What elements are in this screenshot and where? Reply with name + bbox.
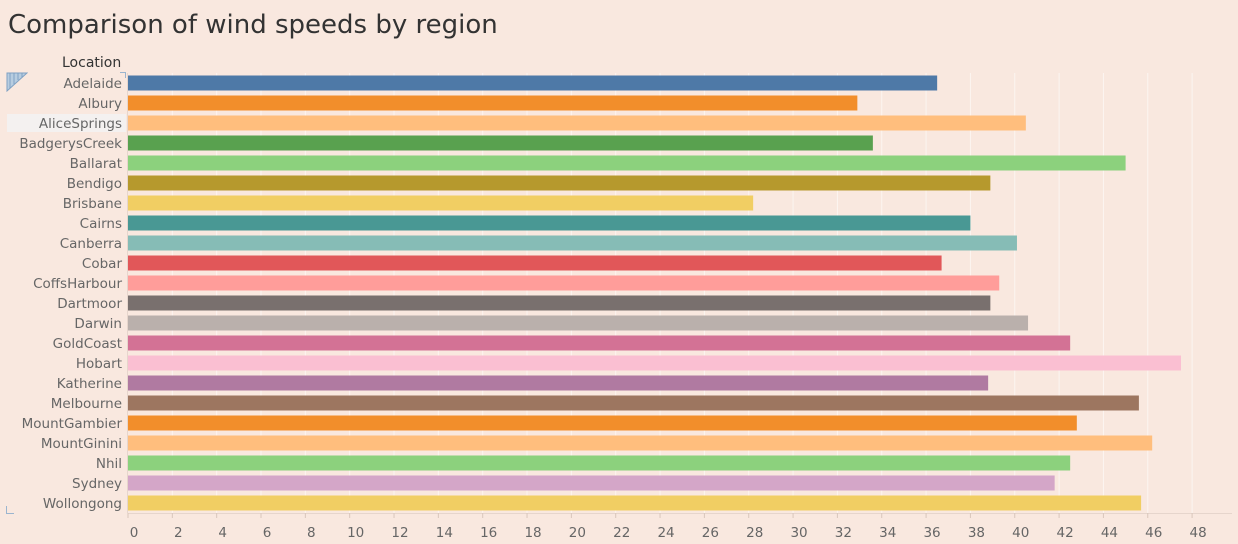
x-axis: 0 2 4 6 8 10 12 14 16 18 20 22 24 26 28 30 32 34 36 38 40 42 4… [127, 73, 1232, 541]
bar-ballarat[interactable] [128, 155, 1126, 171]
category-label[interactable]: Nhil [96, 456, 122, 472]
category-label[interactable]: Brisbane [63, 196, 122, 212]
x-tick-label: 8 [307, 525, 316, 541]
bar-cairns[interactable] [128, 215, 971, 231]
category-label[interactable]: Bendigo [67, 176, 122, 192]
x-tick-label: 26 [702, 525, 719, 541]
x-tick-label: 44 [1101, 525, 1118, 541]
category-label[interactable]: Albury [78, 96, 122, 112]
x-tick-label: 6 [263, 525, 272, 541]
bar-mountgambier[interactable] [128, 415, 1077, 431]
bar-cobar[interactable] [128, 255, 942, 271]
bar-goldcoast[interactable] [128, 335, 1071, 351]
category-label[interactable]: Katherine [57, 376, 122, 392]
x-tick-label: 22 [613, 525, 630, 541]
bar-sydney[interactable] [128, 475, 1055, 491]
sort-icon[interactable] [6, 72, 28, 92]
x-tick-label: 0 [130, 525, 139, 541]
category-label[interactable]: Adelaide [63, 76, 122, 92]
selected-label-highlight [7, 114, 126, 132]
bar-adelaide[interactable] [128, 75, 938, 91]
category-label[interactable]: Wollongong [43, 496, 122, 512]
bar-nhil[interactable] [128, 455, 1071, 471]
chart-title: Comparison of wind speeds by region [8, 10, 498, 40]
category-label[interactable]: Darwin [74, 316, 122, 332]
x-tick-label: 12 [391, 525, 408, 541]
category-label[interactable]: CoffsHarbour [33, 276, 122, 292]
selection-corner-top [120, 72, 126, 78]
x-tick-label: 14 [436, 525, 453, 541]
category-labels: Adelaide Albury AliceSprings BadgerysCreek B… [7, 76, 126, 512]
x-tick-label: 38 [968, 525, 985, 541]
category-label[interactable]: BadgerysCreek [19, 136, 122, 152]
x-tick-label: 28 [746, 525, 763, 541]
category-label[interactable]: Sydney [72, 476, 122, 492]
bar-albury[interactable] [128, 95, 858, 111]
x-tick-label: 18 [524, 525, 541, 541]
x-tick-label: 46 [1145, 525, 1162, 541]
bar-hobart[interactable] [128, 355, 1182, 371]
bar-mountginini[interactable] [128, 435, 1153, 451]
x-tick-label: 42 [1056, 525, 1073, 541]
category-label[interactable]: Dartmoor [57, 296, 122, 312]
x-tick-label: 20 [569, 525, 586, 541]
x-tick-label: 4 [218, 525, 227, 541]
bar-coffsharbour[interactable] [128, 275, 1000, 291]
bar-wollongong[interactable] [128, 495, 1142, 511]
x-tick-label: 34 [879, 525, 896, 541]
category-label[interactable]: Cobar [82, 256, 123, 272]
category-label[interactable]: Canberra [60, 236, 122, 252]
bars [128, 75, 1182, 511]
bar-melbourne[interactable] [128, 395, 1139, 411]
bar-canberra[interactable] [128, 235, 1017, 251]
category-label[interactable]: Hobart [76, 356, 122, 372]
x-tick-label: 32 [835, 525, 852, 541]
bar-darwin[interactable] [128, 315, 1029, 331]
x-tick-label: 16 [480, 525, 497, 541]
x-tick-label: 10 [347, 525, 364, 541]
x-tick-label: 2 [174, 525, 183, 541]
bar-bendigo[interactable] [128, 175, 991, 191]
x-tick-label: 48 [1190, 525, 1207, 541]
selection-corner-bottom [6, 506, 14, 514]
category-label[interactable]: MountGambier [22, 416, 123, 432]
x-tick-label: 40 [1012, 525, 1029, 541]
location-field-header[interactable]: Location [62, 55, 122, 71]
bar-badgeryscreek[interactable] [128, 135, 873, 151]
category-label[interactable]: AliceSprings [39, 116, 122, 132]
bar-alicesprings[interactable] [128, 115, 1026, 131]
category-label[interactable]: MountGinini [41, 436, 122, 452]
x-tick-label: 24 [657, 525, 674, 541]
bar-brisbane[interactable] [128, 195, 754, 211]
category-label[interactable]: Melbourne [51, 396, 122, 412]
category-label[interactable]: GoldCoast [53, 336, 122, 352]
bar-dartmoor[interactable] [128, 295, 991, 311]
category-label[interactable]: Cairns [80, 216, 122, 232]
bar-katherine[interactable] [128, 375, 989, 391]
x-tick-label: 36 [923, 525, 940, 541]
category-label[interactable]: Ballarat [70, 156, 122, 172]
x-tick-label: 30 [790, 525, 807, 541]
